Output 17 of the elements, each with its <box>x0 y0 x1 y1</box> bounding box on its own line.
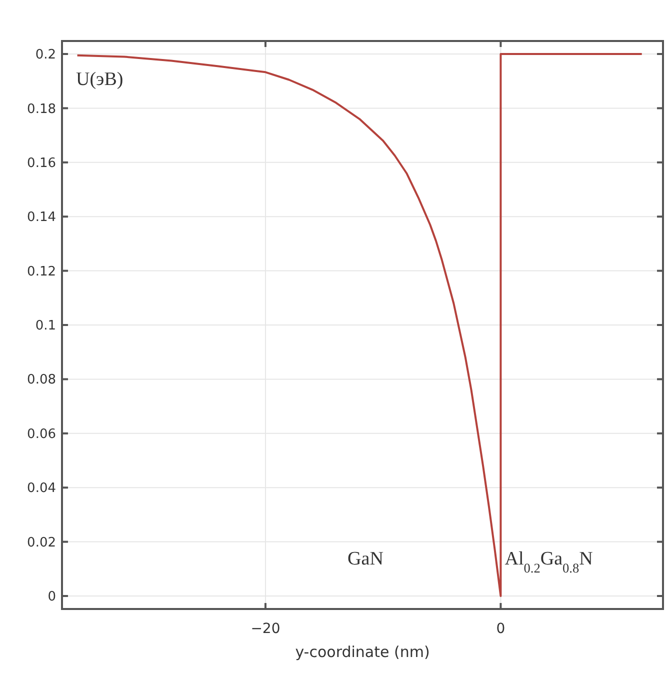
y-tick-label: 0.2 <box>35 48 56 63</box>
y-tick-label: 0.12 <box>27 264 56 280</box>
y-tick-label: 0.16 <box>27 156 56 171</box>
x-tick-label: −20 <box>250 621 280 637</box>
y-axis-title: U(эВ) <box>76 69 124 90</box>
y-tick-label: 0.1 <box>35 318 56 334</box>
y-tick-label: 0.18 <box>27 102 56 117</box>
line-series <box>76 53 643 597</box>
y-tick-label: 0.06 <box>27 426 56 442</box>
y-tick-label: 0.02 <box>27 535 56 550</box>
y-tick-label: 0.04 <box>27 481 56 496</box>
y-tick-label: 0 <box>48 590 56 605</box>
x-axis-title: y-coordinate (nm) <box>295 643 430 661</box>
annotation: GaN <box>348 548 384 570</box>
y-tick-label: 0.08 <box>27 372 56 388</box>
annotation: Al$_{0.2}$Ga$_{0.8}$N <box>504 548 594 576</box>
y-tick-label: 0.14 <box>27 210 56 226</box>
